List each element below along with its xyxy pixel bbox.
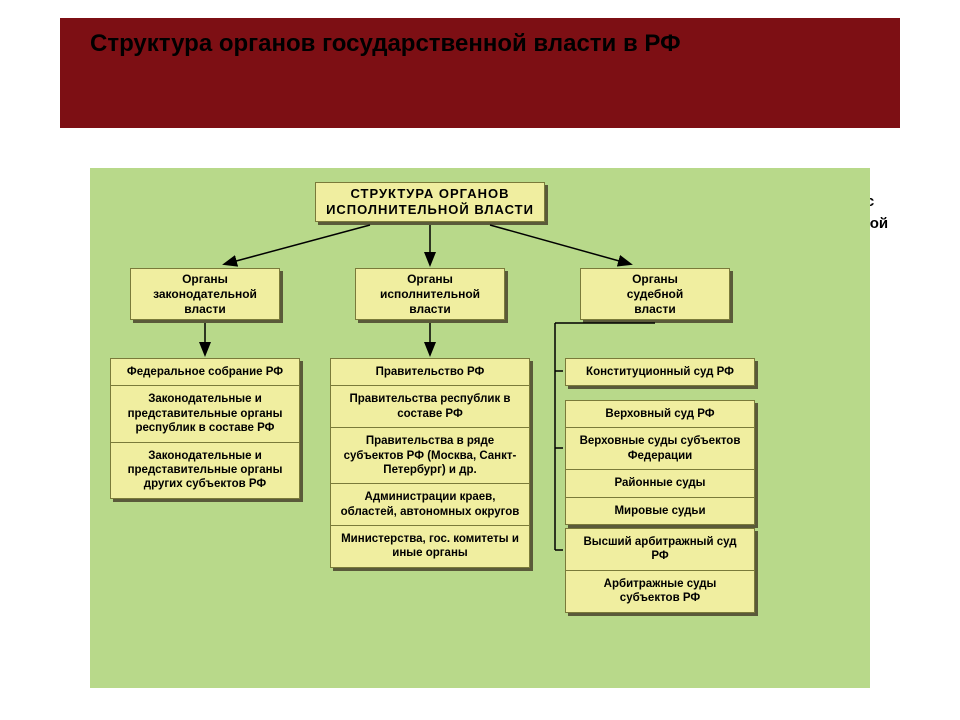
page-title: Структура органов государственной власти…: [90, 30, 681, 58]
jud2-item-2: Верховные суды субъектов Федерации: [566, 428, 754, 470]
leg-item-3: Законодательные и представительные орган…: [111, 443, 299, 498]
jud2-item-3: Районные суды: [566, 470, 754, 497]
root-box: СТРУКТУРА ОРГАНОВ ИСПОЛНИТЕЛЬНОЙ ВЛАСТИ: [315, 182, 545, 222]
exec-item-5: Министерства, гос. комитеты и иные орган…: [331, 526, 529, 567]
root-line-2: ИСПОЛНИТЕЛЬНОЙ ВЛАСТИ: [326, 202, 534, 217]
exec-item-4: Администрации краев, областей, автономны…: [331, 484, 529, 526]
jud1-item-1: Конституционный суд РФ: [566, 359, 754, 385]
leg-item-1: Федеральное собрание РФ: [111, 359, 299, 386]
exec-item-3: Правительства в ряде субъектов РФ (Москв…: [331, 428, 529, 484]
judicial-group-2: Верховный суд РФ Верховные суды субъекто…: [565, 400, 755, 525]
jud2-item-4: Мировые судьи: [566, 498, 754, 524]
branch-head-legislative: Органы законодательной власти: [130, 268, 280, 320]
exec-item-1: Правительство РФ: [331, 359, 529, 386]
leg-item-2: Законодательные и представительные орган…: [111, 386, 299, 442]
jud2-item-1: Верховный суд РФ: [566, 401, 754, 428]
root-line-1: СТРУКТУРА ОРГАНОВ: [350, 186, 509, 201]
branch-head-judicial: Органы судебной власти: [580, 268, 730, 320]
judicial-group-1: Конституционный суд РФ: [565, 358, 755, 386]
legislative-stack: Федеральное собрание РФ Законодательные …: [110, 358, 300, 499]
jud3-item-2: Арбитражные суды субъектов РФ: [566, 571, 754, 612]
diagram-area: СТРУКТУРА ОРГАНОВ ИСПОЛНИТЕЛЬНОЙ ВЛАСТИ …: [90, 168, 870, 688]
judicial-group-3: Высший арбитражный суд РФ Арбитражные су…: [565, 528, 755, 613]
exec-item-2: Правительства республик в составе РФ: [331, 386, 529, 428]
executive-stack: Правительство РФ Правительства республик…: [330, 358, 530, 568]
jud3-item-1: Высший арбитражный суд РФ: [566, 529, 754, 571]
branch-head-executive: Органы исполнительной власти: [355, 268, 505, 320]
